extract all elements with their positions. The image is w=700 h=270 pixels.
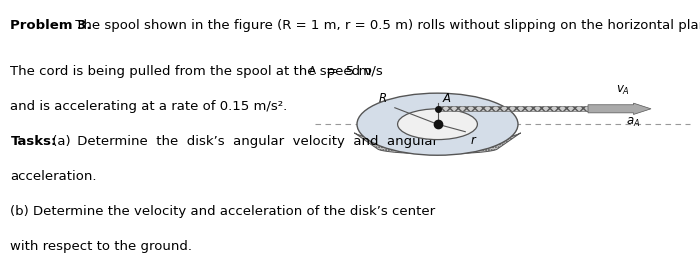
FancyArrow shape — [588, 103, 651, 114]
Text: (b) Determine the velocity and acceleration of the disk’s center: (b) Determine the velocity and accelerat… — [10, 205, 435, 218]
Text: $a_A$: $a_A$ — [626, 116, 640, 129]
Text: $v_A$: $v_A$ — [616, 83, 630, 97]
Text: (a) Determine  the  disk’s  angular  velocity  and  angular: (a) Determine the disk’s angular velocit… — [48, 135, 438, 148]
Text: acceleration.: acceleration. — [10, 170, 97, 183]
Text: r: r — [471, 134, 476, 147]
Text: The spool shown in the figure (R = 1 m, r = 0.5 m) rolls without slipping on the: The spool shown in the figure (R = 1 m, … — [71, 19, 700, 32]
Text: A: A — [309, 66, 316, 76]
Text: =  5 m/s: = 5 m/s — [322, 65, 383, 78]
Text: A: A — [443, 92, 451, 105]
Text: and is accelerating at a rate of 0.15 m/s².: and is accelerating at a rate of 0.15 m/… — [10, 100, 288, 113]
Text: Tasks:: Tasks: — [10, 135, 57, 148]
Bar — [438, 106, 588, 111]
Circle shape — [398, 109, 477, 140]
Circle shape — [357, 93, 518, 155]
Text: R: R — [378, 92, 386, 105]
Polygon shape — [354, 133, 521, 154]
Text: The cord is being pulled from the spool at the speed ν: The cord is being pulled from the spool … — [10, 65, 372, 78]
Text: Problem 3.: Problem 3. — [10, 19, 92, 32]
Text: with respect to the ground.: with respect to the ground. — [10, 240, 192, 253]
